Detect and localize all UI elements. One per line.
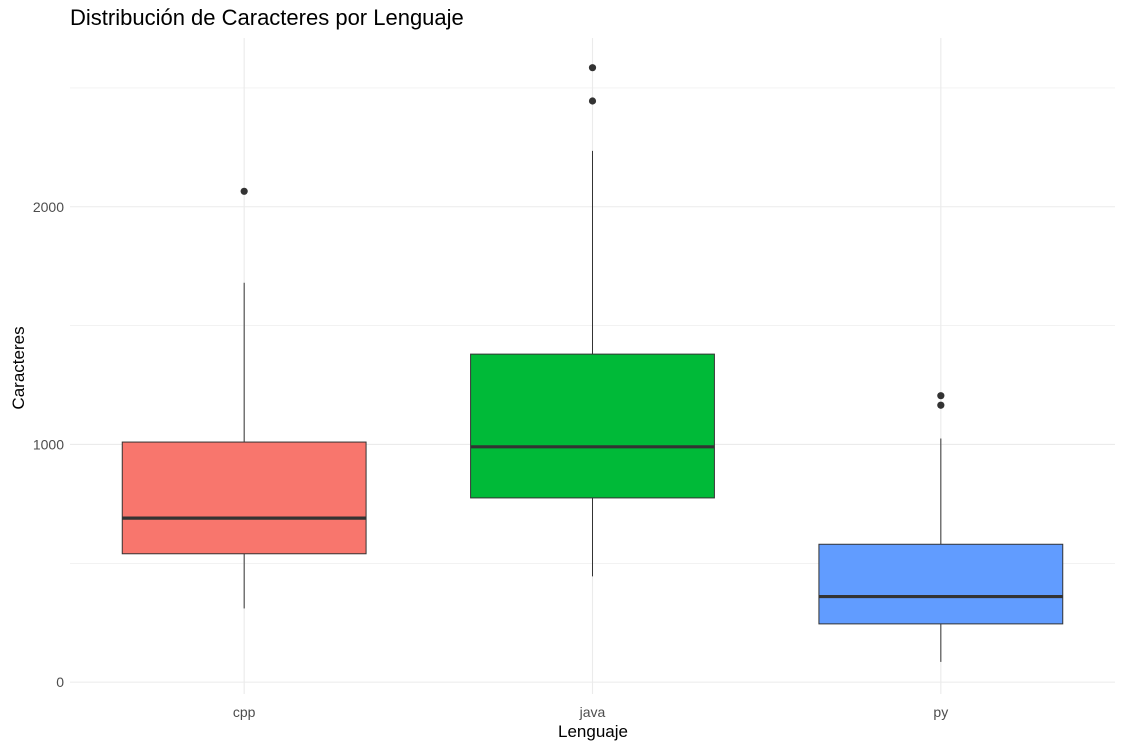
x-tick-label: java	[579, 704, 606, 720]
x-tick-labels: cpp java py	[233, 704, 948, 720]
chart-title: Distribución de Caracteres por Lenguaje	[70, 5, 464, 30]
boxes	[121, 64, 1064, 662]
iqr-box	[121, 441, 367, 555]
y-axis-title: Caracteres	[9, 326, 28, 409]
y-tick-labels: 0 1000 2000	[33, 199, 64, 690]
outlier-point	[937, 392, 945, 400]
y-tick-label: 2000	[33, 199, 64, 215]
x-tick-label: py	[933, 704, 948, 720]
outlier-point	[588, 97, 597, 105]
box-py	[818, 392, 1064, 662]
y-tick-label: 0	[56, 674, 64, 690]
x-tick-label: cpp	[233, 704, 256, 720]
iqr-box	[818, 543, 1064, 625]
x-axis-title: Lenguaje	[558, 722, 628, 741]
y-tick-label: 1000	[33, 436, 64, 452]
box-cpp	[121, 187, 367, 609]
outlier-point	[240, 187, 248, 195]
iqr-box	[470, 353, 715, 499]
outlier-point	[937, 401, 945, 409]
box-java	[470, 64, 715, 577]
outlier-point	[588, 64, 597, 72]
